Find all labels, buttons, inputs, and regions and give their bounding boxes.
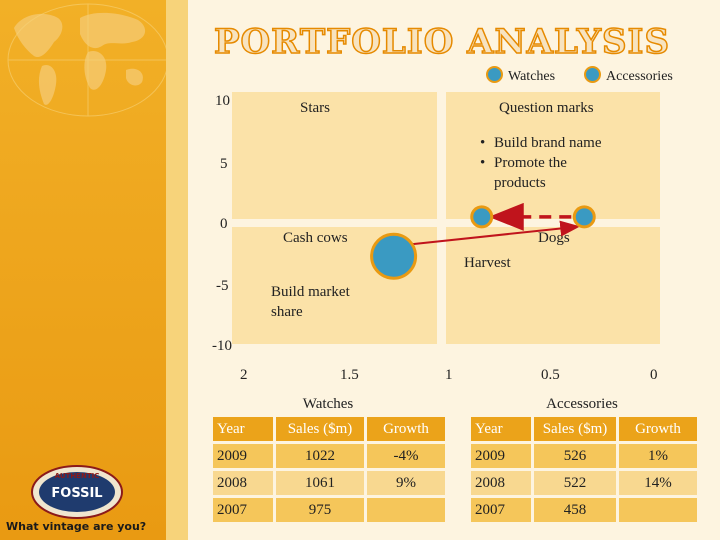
x-tick-label: 1 (445, 367, 453, 383)
accessories-table: Year Sales ($m) Growth 2009 526 1% 2008 … (468, 414, 700, 525)
table-row: 2008 1061 9% (213, 471, 445, 495)
table-cell: 2008 (471, 471, 531, 495)
watches-table-title: Watches (302, 396, 354, 412)
x-tick-label: 2 (240, 367, 248, 383)
table-cell: 1% (619, 444, 697, 468)
watches-table: Year Sales ($m) Growth 2009 1022 -4% 200… (210, 414, 448, 525)
table-cell: 975 (276, 498, 364, 522)
y-tick-label: 5 (220, 156, 228, 172)
y-tick-label: -10 (212, 338, 232, 354)
tagline: What vintage are you? (6, 520, 147, 533)
bubble-watches (370, 232, 418, 280)
annotation-build-share: Build market share (271, 284, 350, 320)
x-tick-label: 0.5 (541, 367, 560, 383)
legend-item-watches: Watches (486, 66, 555, 85)
annotation-harvest: Harvest (464, 255, 511, 271)
legend-item-accessories: Accessories (584, 66, 673, 85)
header-cell: Year (213, 417, 273, 441)
accessories-table-title: Accessories (546, 396, 618, 412)
world-map-graphic (7, 3, 169, 117)
table-cell: 1061 (276, 471, 364, 495)
table-cell: 2009 (213, 444, 273, 468)
quadrant-dogs (446, 227, 660, 344)
table-cell (367, 498, 445, 522)
bubble-icon (584, 66, 601, 83)
bubble-watches (470, 205, 494, 229)
quadrant-label-cash-cows: Cash cows (283, 230, 348, 246)
table-header-row: Year Sales ($m) Growth (213, 417, 445, 441)
table-row: 2009 1022 -4% (213, 444, 445, 468)
note-bullet: Build brand name (480, 133, 601, 153)
table-cell: 526 (534, 444, 616, 468)
header-cell: Sales ($m) (534, 417, 616, 441)
table-cell: 522 (534, 471, 616, 495)
question-marks-notes: Build brand name Promote the products (480, 133, 601, 193)
header-cell: Year (471, 417, 531, 441)
fossil-logo: AUTHENTIC FOSSIL (31, 465, 123, 519)
legend-label: Watches (508, 69, 556, 84)
page-title: PORTFOLIO ANALYSIS (213, 21, 670, 63)
bubble-icon (486, 66, 503, 83)
x-tick-label: 1.5 (340, 367, 359, 383)
table-row: 2007 458 (471, 498, 697, 522)
header-cell: Sales ($m) (276, 417, 364, 441)
logo-brand-text: FOSSIL (51, 486, 102, 501)
quadrant-stars (232, 92, 437, 219)
table-row: 2008 522 14% (471, 471, 697, 495)
header-cell: Growth (367, 417, 445, 441)
y-tick-label: 10 (215, 93, 230, 109)
sidebar-stripe (166, 0, 188, 540)
y-tick-label: -5 (216, 278, 229, 294)
table-header-row: Year Sales ($m) Growth (471, 417, 697, 441)
header-cell: Growth (619, 417, 697, 441)
table-cell: 2009 (471, 444, 531, 468)
note-bullet: Promote the products (480, 153, 584, 193)
harvest-arrow (411, 220, 581, 246)
table-cell: 458 (534, 498, 616, 522)
quadrant-label-question-marks: Question marks (499, 100, 594, 116)
table-cell: 1022 (276, 444, 364, 468)
y-tick-label: 0 (220, 216, 228, 232)
x-tick-label: 0 (650, 367, 658, 383)
legend-label: Accessories (606, 69, 673, 84)
logo-ring-text: AUTHENTIC (55, 472, 100, 480)
table-cell: -4% (367, 444, 445, 468)
table-row: 2007 975 (213, 498, 445, 522)
table-cell: 2007 (471, 498, 531, 522)
table-row: 2009 526 1% (471, 444, 697, 468)
table-cell: 9% (367, 471, 445, 495)
table-cell: 2008 (213, 471, 273, 495)
table-cell: 2007 (213, 498, 273, 522)
table-cell (619, 498, 697, 522)
quadrant-label-stars: Stars (300, 100, 330, 116)
table-cell: 14% (619, 471, 697, 495)
bubble-accessories (572, 205, 596, 229)
